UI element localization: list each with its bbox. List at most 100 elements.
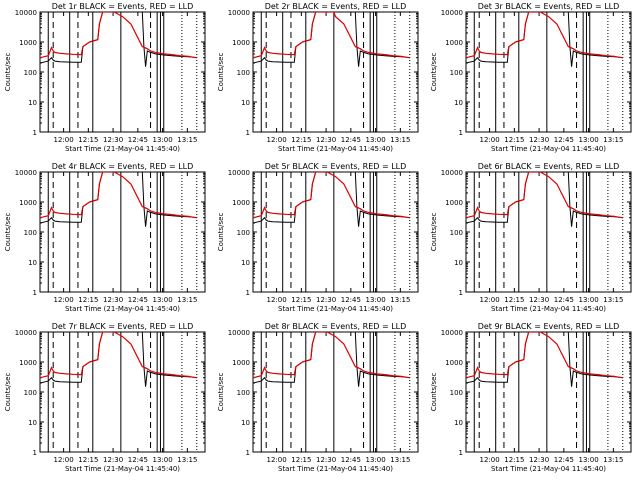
- plot-frame: [39, 331, 206, 453]
- y-tick-label: 100: [237, 229, 250, 237]
- plot-frame: [465, 11, 632, 133]
- y-tick-label: 10: [454, 259, 463, 267]
- y-tick-label: 1: [33, 449, 37, 457]
- detector-panel-6: Det 6r BLACK = Events, RED = LLD 1 10 100 10…: [430, 162, 632, 313]
- detector-panel-4: Det 4r BLACK = Events, RED = LLD 1 10 100 10…: [4, 162, 206, 313]
- detector-panel-8: Det 8r BLACK = Events, RED = LLD 1 10 100 10…: [217, 322, 419, 473]
- x-tick-label: 12:00: [54, 136, 74, 144]
- series-line-lld: [40, 12, 197, 59]
- x-tick-label: 13:00: [366, 456, 386, 464]
- y-tick-label: 10: [28, 419, 37, 427]
- x-tick-label: 12:45: [554, 136, 574, 144]
- x-tick-label: 13:00: [153, 296, 173, 304]
- x-tick-label: 12:45: [554, 456, 574, 464]
- y-tick-label: 10000: [441, 169, 463, 177]
- x-tick-label: 13:00: [153, 456, 173, 464]
- x-tick-label: 12:30: [103, 136, 123, 144]
- y-axis-label: Counts/sec: [217, 213, 225, 252]
- y-tick-label: 1000: [445, 39, 463, 47]
- series-line-lld: [253, 12, 410, 59]
- y-tick-label: 1: [33, 129, 37, 137]
- series-line-events: [466, 12, 623, 67]
- x-tick-label: 12:15: [504, 136, 524, 144]
- series-line-lld: [40, 172, 197, 219]
- x-tick-label: 12:30: [316, 136, 336, 144]
- x-tick-label: 12:15: [504, 296, 524, 304]
- panel-title: Det 1r BLACK = Events, RED = LLD: [52, 2, 194, 11]
- y-axis-label: Counts/sec: [430, 53, 438, 92]
- x-tick-label: 12:45: [341, 296, 361, 304]
- x-tick-label: 12:15: [291, 296, 311, 304]
- plot-frame: [252, 331, 419, 453]
- plot-frame: [252, 171, 419, 293]
- panel-title: Det 6r BLACK = Events, RED = LLD: [478, 162, 620, 171]
- series-line-lld: [466, 332, 623, 379]
- x-tick-label: 12:30: [529, 456, 549, 464]
- series-line-events: [253, 12, 410, 67]
- x-tick-label: 13:15: [603, 456, 623, 464]
- plot-frame: [465, 171, 632, 293]
- y-tick-label: 100: [24, 229, 37, 237]
- y-tick-label: 100: [24, 69, 37, 77]
- x-tick-label: 12:15: [78, 456, 98, 464]
- x-tick-label: 13:00: [579, 136, 599, 144]
- y-tick-label: 1: [246, 449, 250, 457]
- y-tick-label: 10: [241, 99, 250, 107]
- y-tick-label: 100: [450, 389, 463, 397]
- x-tick-label: 12:15: [504, 456, 524, 464]
- x-tick-label: 12:00: [54, 296, 74, 304]
- x-tick-label: 13:00: [579, 296, 599, 304]
- x-axis-label: Start Time (21-May-04 11:45:40): [278, 145, 393, 153]
- x-tick-label: 13:15: [603, 136, 623, 144]
- x-tick-label: 12:45: [128, 136, 148, 144]
- y-axis-label: Counts/sec: [430, 373, 438, 412]
- y-tick-label: 1: [459, 129, 463, 137]
- detector-panel-5: Det 5r BLACK = Events, RED = LLD 1 10 100 10…: [217, 162, 419, 313]
- x-axis-label: Start Time (21-May-04 11:45:40): [278, 305, 393, 313]
- plot-frame: [39, 171, 206, 293]
- y-tick-label: 10: [454, 99, 463, 107]
- x-tick-label: 12:15: [291, 456, 311, 464]
- y-tick-label: 1000: [445, 359, 463, 367]
- detector-panel-9: Det 9r BLACK = Events, RED = LLD 1 10 100 10…: [430, 322, 632, 473]
- series-line-events: [253, 172, 410, 227]
- x-tick-label: 13:00: [366, 136, 386, 144]
- detector-panel-2: Det 2r BLACK = Events, RED = LLD 1 10 100 10…: [217, 2, 419, 153]
- x-tick-label: 12:30: [316, 456, 336, 464]
- y-tick-label: 1: [246, 289, 250, 297]
- x-tick-label: 12:45: [341, 456, 361, 464]
- y-tick-label: 10000: [15, 9, 37, 17]
- y-tick-label: 1: [459, 289, 463, 297]
- panel-title: Det 8r BLACK = Events, RED = LLD: [265, 322, 407, 331]
- y-axis-label: Counts/sec: [430, 213, 438, 252]
- y-tick-label: 1000: [19, 39, 37, 47]
- y-tick-label: 1000: [232, 199, 250, 207]
- x-axis-label: Start Time (21-May-04 11:45:40): [491, 305, 606, 313]
- detector-panel-7: Det 7r BLACK = Events, RED = LLD 1 10 100 10…: [4, 322, 206, 473]
- y-tick-label: 100: [450, 69, 463, 77]
- detector-panel-1: Det 1r BLACK = Events, RED = LLD 1 10 100 10…: [4, 2, 206, 153]
- plot-frame: [39, 11, 206, 133]
- series-line-lld: [466, 12, 623, 59]
- panel-title: Det 4r BLACK = Events, RED = LLD: [52, 162, 194, 171]
- series-line-events: [466, 332, 623, 387]
- x-tick-label: 12:30: [529, 136, 549, 144]
- y-tick-label: 1000: [19, 359, 37, 367]
- plot-frame: [252, 11, 419, 133]
- series-line-lld: [40, 332, 197, 379]
- x-tick-label: 13:15: [390, 296, 410, 304]
- x-tick-label: 12:00: [480, 296, 500, 304]
- x-tick-label: 12:30: [529, 296, 549, 304]
- x-axis-label: Start Time (21-May-04 11:45:40): [491, 145, 606, 153]
- series-line-lld: [253, 332, 410, 379]
- y-axis-label: Counts/sec: [4, 53, 12, 92]
- x-tick-label: 12:30: [103, 296, 123, 304]
- x-tick-label: 12:00: [480, 456, 500, 464]
- x-tick-label: 12:00: [267, 456, 287, 464]
- y-tick-label: 10000: [441, 329, 463, 337]
- x-tick-label: 13:00: [153, 136, 173, 144]
- x-tick-label: 13:00: [579, 456, 599, 464]
- series-line-events: [40, 12, 197, 67]
- y-tick-label: 10000: [441, 9, 463, 17]
